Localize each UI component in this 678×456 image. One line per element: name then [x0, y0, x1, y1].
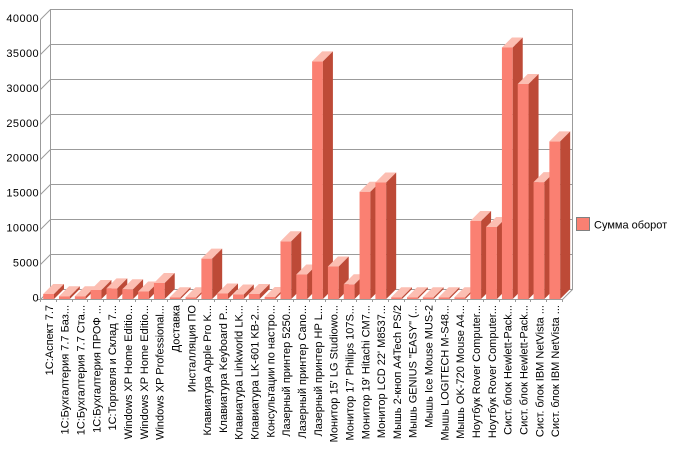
svg-text:Мышь OK-720 Mouse A4...: Мышь OK-720 Mouse A4...: [455, 305, 467, 439]
svg-text:Клавиатура Keyboard P...: Клавиатура Keyboard P...: [218, 305, 230, 433]
svg-text:0: 0: [32, 293, 39, 305]
svg-text:5000: 5000: [13, 258, 39, 270]
svg-text:1С:Бухгалтерия 7.7 Ста...: 1С:Бухгалтерия 7.7 Ста...: [76, 305, 88, 435]
svg-text:Монитор 19' Hitachi CM7...: Монитор 19' Hitachi CM7...: [360, 305, 372, 439]
svg-text:Мышь GENIUS "EASY" (...: Мышь GENIUS "EASY" (...: [408, 305, 420, 438]
svg-text:Лазерный принтер 5250...: Лазерный принтер 5250...: [281, 305, 293, 437]
svg-text:Мышь LOGITECH M-S48...: Мышь LOGITECH M-S48...: [439, 305, 451, 441]
svg-text:Монитор LCD 22' M8537...: Монитор LCD 22' M8537...: [376, 305, 388, 438]
svg-text:10000: 10000: [6, 223, 39, 235]
svg-text:Windows XP Professional...: Windows XP Professional...: [155, 305, 167, 440]
svg-text:Windows XP Home Editio...: Windows XP Home Editio...: [123, 305, 135, 439]
svg-text:Доставка: Доставка: [170, 304, 182, 352]
svg-text:Монитор 17' Philips 107S...: Монитор 17' Philips 107S...: [344, 305, 356, 441]
svg-text:20000: 20000: [6, 153, 39, 165]
svg-text:Windows XP Home Editio...: Windows XP Home Editio...: [139, 305, 151, 439]
svg-text:Клавиатура Apple Pro K...: Клавиатура Apple Pro K...: [202, 305, 214, 436]
svg-text:30000: 30000: [6, 83, 39, 95]
svg-text:Сист. блок IBM NetVista ...: Сист. блок IBM NetVista ...: [550, 305, 562, 437]
svg-text:Лазерный принтер Cano...: Лазерный принтер Cano...: [297, 305, 309, 439]
svg-text:Клавиатура Linkworld LK...: Клавиатура Linkworld LK...: [234, 305, 246, 440]
svg-text:35000: 35000: [6, 48, 39, 60]
svg-text:15000: 15000: [6, 188, 39, 200]
svg-text:1С:Бухгалтерия 7.7 Баз...: 1С:Бухгалтерия 7.7 Баз...: [60, 305, 72, 434]
svg-text:1С:Бухгалтерия ПРОФ ...: 1С:Бухгалтерия ПРОФ ...: [91, 305, 103, 433]
svg-text:Клавиатура LK-601 KB-2...: Клавиатура LK-601 KB-2...: [250, 305, 262, 440]
svg-text:Инсталляция ПО: Инсталляция ПО: [186, 305, 198, 393]
svg-text:Консультации по настро...: Консультации по настро...: [265, 305, 277, 438]
svg-text:Ноутбук Rover Computer...: Ноутбук Rover Computer...: [487, 305, 499, 438]
svg-text:Мышь Ice Mouse MUS-2: Мышь Ice Mouse MUS-2: [424, 305, 436, 428]
svg-text:Сист. блок IBM NetVista ...: Сист. блок IBM NetVista ...: [534, 305, 546, 437]
svg-text:25000: 25000: [6, 118, 39, 130]
svg-text:Ноутбук Rover Computer...: Ноутбук Rover Computer...: [471, 305, 483, 438]
svg-text:Сист. блок Hewlett-Pack...: Сист. блок Hewlett-Pack...: [503, 305, 515, 435]
svg-text:1С:Аспект 7.7: 1С:Аспект 7.7: [44, 305, 56, 375]
svg-text:Лазерный принтер HP L...: Лазерный принтер HP L...: [313, 305, 325, 436]
svg-text:Сумма оборот: Сумма оборот: [594, 220, 667, 232]
svg-text:1С:Торговля и Склад 7...: 1С:Торговля и Склад 7...: [107, 305, 119, 431]
svg-text:Монитор 15' LG Studiowo...: Монитор 15' LG Studiowo...: [329, 305, 341, 442]
svg-text:Мышь 2-кноп A4Tech PS/2: Мышь 2-кноп A4Tech PS/2: [392, 305, 404, 439]
svg-text:Сист. блок Hewlett-Pack...: Сист. блок Hewlett-Pack...: [518, 305, 530, 435]
svg-text:40000: 40000: [6, 13, 39, 25]
